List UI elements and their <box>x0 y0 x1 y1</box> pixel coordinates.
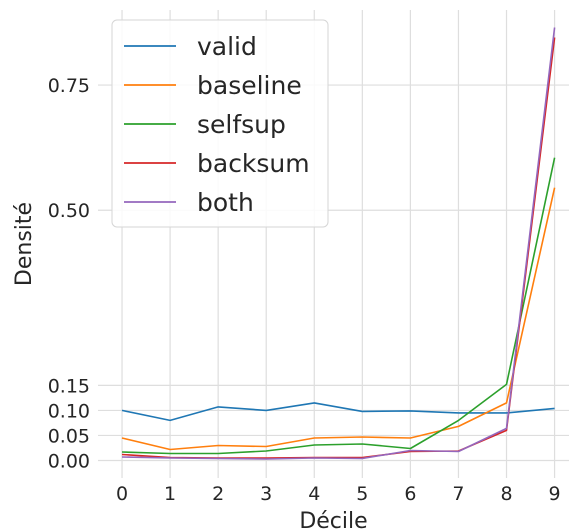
x-tick-label: 6 <box>404 483 416 505</box>
x-tick-label: 5 <box>356 483 368 505</box>
x-tick-label: 3 <box>260 483 272 505</box>
legend: valid baseline selfsup backsum both <box>111 19 329 228</box>
legend-box <box>111 19 329 228</box>
legend-label-baseline: baseline <box>197 71 302 100</box>
legend-label-both: both <box>197 188 254 217</box>
x-tick-label: 4 <box>308 483 320 505</box>
y-tick-label: 0.50 <box>48 200 90 222</box>
x-tick-label: 2 <box>212 483 224 505</box>
y-tick-label: 0.75 <box>48 75 90 97</box>
legend-label-selfsup: selfsup <box>197 110 286 139</box>
x-tick-label: 0 <box>116 483 128 505</box>
series-line-both <box>121 27 556 460</box>
x-axis-ticks: 0 1 2 3 4 5 6 7 8 9 <box>116 483 561 505</box>
legend-label-backsum: backsum <box>197 149 310 178</box>
x-tick-label: 7 <box>452 483 464 505</box>
x-axis-label: Décile <box>299 509 367 531</box>
series-line-selfsup <box>121 157 556 455</box>
legend-label-valid: valid <box>197 32 257 61</box>
y-tick-label: 0.10 <box>48 400 90 422</box>
series-line-valid <box>121 402 555 422</box>
y-axis-ticks: 0.00 0.05 0.10 0.15 0.50 0.75 <box>48 75 90 472</box>
y-tick-label: 0.05 <box>48 425 90 447</box>
y-tick-label: 0.00 <box>48 450 90 472</box>
x-tick-label: 8 <box>500 483 512 505</box>
y-axis-label: Densité <box>12 202 37 286</box>
x-tick-label: 9 <box>549 483 561 505</box>
x-tick-label: 1 <box>164 483 176 505</box>
series-layer <box>121 27 556 460</box>
y-tick-label: 0.15 <box>48 375 90 397</box>
series-line-baseline <box>121 187 556 451</box>
